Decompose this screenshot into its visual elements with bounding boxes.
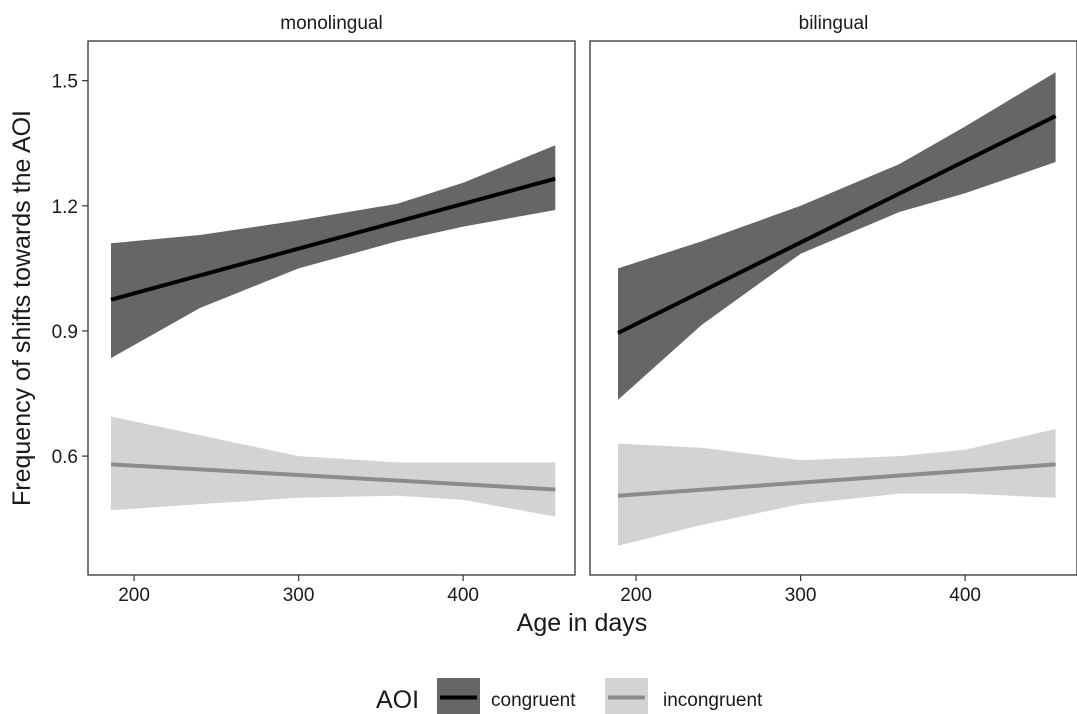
y-tick-label-0.9: 0.9 xyxy=(52,322,78,343)
y-axis-label: Frequency of shifts towards the AOI xyxy=(8,110,36,506)
x-tick-label-monolingual-200: 200 xyxy=(118,585,150,606)
x-tick-label-bilingual-400: 400 xyxy=(949,585,981,606)
panel-border-monolingual xyxy=(87,40,576,576)
panel-title-bilingual: bilingual xyxy=(799,13,869,34)
y-tick-label-1.2: 1.2 xyxy=(52,197,78,218)
panel-title-monolingual: monolingual xyxy=(280,13,382,34)
y-tick-label-1.5: 1.5 xyxy=(52,72,78,93)
x-axis-label: Age in days xyxy=(517,609,648,637)
x-tick-label-monolingual-300: 300 xyxy=(283,585,315,606)
x-tick-label-bilingual-300: 300 xyxy=(785,585,817,606)
x-tick-label-bilingual-200: 200 xyxy=(620,585,652,606)
series-line-monolingual-incongruent xyxy=(110,462,556,492)
x-tick-label-monolingual-400: 400 xyxy=(447,585,479,606)
legend-title: AOI xyxy=(376,686,419,714)
legend-label-congruent: congruent xyxy=(491,690,576,711)
y-tick-label-0.6: 0.6 xyxy=(52,447,78,468)
ci-band-monolingual-congruent xyxy=(111,145,556,359)
ci-band-bilingual-congruent xyxy=(618,72,1056,400)
panel-border-bilingual xyxy=(589,40,1077,576)
series-line-monolingual-congruent xyxy=(110,176,556,302)
series-line-bilingual-congruent xyxy=(617,114,1057,335)
ci-band-monolingual-incongruent xyxy=(111,416,556,517)
legend-label-incongruent: incongruent xyxy=(663,690,763,711)
ci-band-bilingual-incongruent xyxy=(618,429,1056,546)
series-line-bilingual-incongruent xyxy=(617,462,1056,498)
